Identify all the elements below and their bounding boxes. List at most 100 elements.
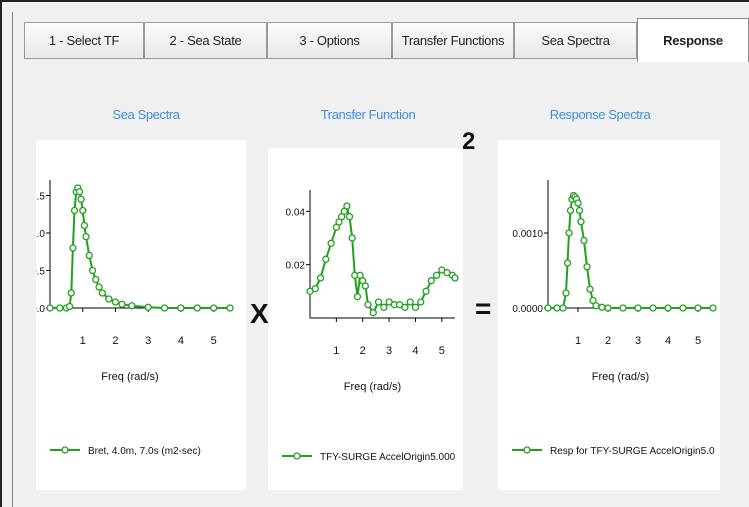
data-point bbox=[380, 303, 388, 311]
data-point bbox=[322, 255, 330, 263]
x-tick-label: 5 bbox=[211, 335, 217, 347]
data-point bbox=[95, 283, 103, 291]
data-point bbox=[193, 304, 201, 312]
equals-operator: = bbox=[475, 293, 492, 324]
data-point bbox=[562, 289, 570, 297]
data-point bbox=[65, 302, 74, 311]
data-point bbox=[111, 298, 120, 306]
multiply-operator: X bbox=[250, 298, 269, 329]
data-point bbox=[369, 309, 377, 317]
x-axis-label: Freq (rad/s) bbox=[101, 371, 158, 383]
tab-transfer-functions[interactable]: Transfer Functions bbox=[392, 22, 514, 58]
data-point bbox=[316, 274, 325, 282]
legend-marker bbox=[523, 446, 531, 454]
data-point bbox=[92, 275, 100, 284]
data-point bbox=[544, 304, 552, 312]
y-tick-label: 0.04 bbox=[286, 207, 306, 218]
x-tick-label: 3 bbox=[145, 335, 151, 347]
data-point bbox=[563, 259, 572, 267]
tab-sea-spectra[interactable]: Sea Spectra bbox=[514, 22, 637, 58]
data-point bbox=[311, 285, 319, 293]
legend-label: Bret, 4.0m, 7.0s (m2-sec) bbox=[88, 446, 201, 457]
data-point bbox=[98, 289, 107, 297]
data-point bbox=[634, 304, 642, 312]
data-point bbox=[105, 295, 113, 303]
data-point bbox=[46, 304, 54, 312]
x-tick-label: 5 bbox=[439, 345, 445, 357]
panel-border bbox=[12, 12, 13, 507]
sea-spectra-plot: 1 2 3 4 5 0.0 0.5 1.0 1.5 Bret, 4.0m, 7.0s (m2-se… bbox=[31, 140, 246, 490]
data-point bbox=[226, 304, 234, 312]
data-point bbox=[327, 239, 335, 247]
data-point bbox=[67, 289, 75, 297]
x-tick-label: 1 bbox=[80, 335, 86, 347]
data-point bbox=[574, 199, 582, 207]
tab-select-tf[interactable]: 1 - Select TF bbox=[24, 22, 144, 58]
response-spectra-title: Response Spectra bbox=[549, 107, 651, 122]
data-point bbox=[374, 298, 383, 306]
data-point bbox=[118, 300, 126, 308]
x-tick-label: 3 bbox=[635, 335, 641, 347]
legend-marker bbox=[293, 452, 301, 460]
y-tick-label: 1.5 bbox=[36, 192, 45, 203]
data-point bbox=[177, 304, 185, 312]
y-tick-label: 1.0 bbox=[36, 229, 45, 240]
data-point bbox=[345, 213, 354, 221]
data-point bbox=[583, 263, 591, 271]
data-point bbox=[565, 229, 573, 237]
response-spectra-plot: 1 2 3 4 5 0.0000 0.0010 Resp for TFY-SURGE Acce… bbox=[498, 140, 720, 490]
series-line bbox=[50, 185, 230, 309]
data-point bbox=[77, 195, 85, 203]
tab-options[interactable]: 3 - Options bbox=[267, 22, 392, 58]
sea-spectra-chart: 1 2 3 4 5 0.0 0.5 1.0 1.5 Bret, 4.0m, 7.0s (m2-se… bbox=[31, 180, 234, 457]
data-point bbox=[422, 287, 430, 295]
data-point bbox=[70, 206, 79, 215]
x-tick-label: 4 bbox=[412, 345, 418, 357]
x-tick-label: 4 bbox=[178, 335, 184, 347]
x-tick-label: 1 bbox=[333, 345, 339, 357]
tab-response[interactable]: Response bbox=[637, 18, 749, 62]
data-point bbox=[586, 285, 594, 293]
data-point bbox=[664, 304, 672, 312]
y-tick-label: 0.0000 bbox=[512, 304, 543, 315]
data-point bbox=[417, 298, 425, 306]
transfer-function-chart: 1 2 3 4 5 0.02 0.04 TFY-SURGE AccelOrigin5.000 F… bbox=[282, 190, 459, 463]
data-point bbox=[553, 304, 561, 312]
series-line bbox=[548, 193, 713, 309]
x-tick-label: 3 bbox=[386, 345, 392, 357]
data-point bbox=[411, 303, 420, 311]
data-point bbox=[709, 304, 717, 312]
data-point bbox=[128, 302, 136, 310]
legend-marker bbox=[61, 446, 69, 454]
data-point bbox=[80, 221, 89, 230]
data-point bbox=[75, 188, 84, 196]
x-axis-label: Freq (rad/s) bbox=[344, 381, 401, 393]
tab-sea-state[interactable]: 2 - Sea State bbox=[144, 22, 267, 58]
data-point bbox=[209, 304, 218, 312]
transfer-function-title: Transfer Function bbox=[320, 107, 416, 122]
y-tick-label: 0.0010 bbox=[512, 229, 543, 240]
y-tick-label: 0.5 bbox=[36, 267, 45, 278]
data-point bbox=[451, 274, 459, 282]
legend-label: Resp for TFY-SURGE AccelOrigin5.0 bbox=[550, 446, 715, 457]
data-point bbox=[604, 304, 612, 312]
transfer-function-plot: 1 2 3 4 5 0.02 0.04 TFY-SURGE AccelOrigin5.000 F… bbox=[268, 148, 463, 490]
data-point bbox=[401, 303, 409, 311]
x-tick-label: 2 bbox=[605, 335, 611, 347]
data-point bbox=[432, 271, 441, 279]
x-tick-label: 2 bbox=[112, 335, 118, 347]
data-point bbox=[69, 244, 77, 252]
data-point bbox=[353, 293, 362, 301]
data-point bbox=[56, 304, 64, 312]
data-point bbox=[589, 296, 597, 305]
data-point bbox=[82, 233, 90, 241]
data-point bbox=[679, 304, 687, 312]
squared-exponent: 2 bbox=[462, 128, 476, 155]
data-point bbox=[566, 206, 575, 215]
data-point bbox=[144, 303, 152, 311]
data-point bbox=[575, 206, 584, 215]
data-point bbox=[580, 236, 588, 245]
x-tick-label: 4 bbox=[665, 335, 671, 347]
data-point bbox=[592, 302, 600, 310]
data-point bbox=[649, 304, 657, 312]
